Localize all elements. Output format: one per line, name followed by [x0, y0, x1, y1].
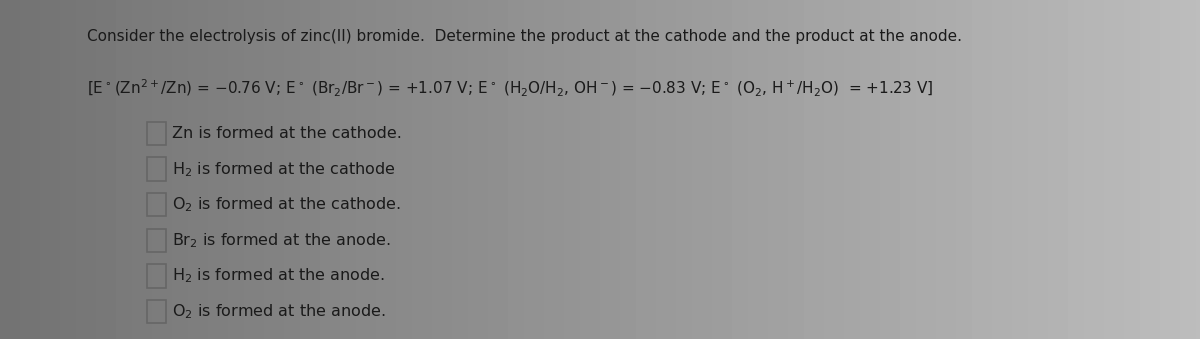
- Text: Consider the electrolysis of zinc(II) bromide.  Determine the product at the cat: Consider the electrolysis of zinc(II) br…: [86, 29, 961, 44]
- Text: Zn is formed at the cathode.: Zn is formed at the cathode.: [172, 126, 402, 141]
- Text: Br$_2$ is formed at the anode.: Br$_2$ is formed at the anode.: [172, 231, 390, 250]
- Text: O$_2$ is formed at the cathode.: O$_2$ is formed at the cathode.: [172, 195, 401, 214]
- Text: [E$^\circ$(Zn$^{2+}$/Zn) = $-$0.76 V; E$^\circ$ (Br$_2$/Br$^-$) = +1.07 V; E$^\c: [E$^\circ$(Zn$^{2+}$/Zn) = $-$0.76 V; E$…: [86, 78, 934, 99]
- Text: H$_2$ is formed at the anode.: H$_2$ is formed at the anode.: [172, 266, 385, 285]
- Text: O$_2$ is formed at the anode.: O$_2$ is formed at the anode.: [172, 302, 385, 321]
- Text: H$_2$ is formed at the cathode: H$_2$ is formed at the cathode: [172, 160, 396, 179]
